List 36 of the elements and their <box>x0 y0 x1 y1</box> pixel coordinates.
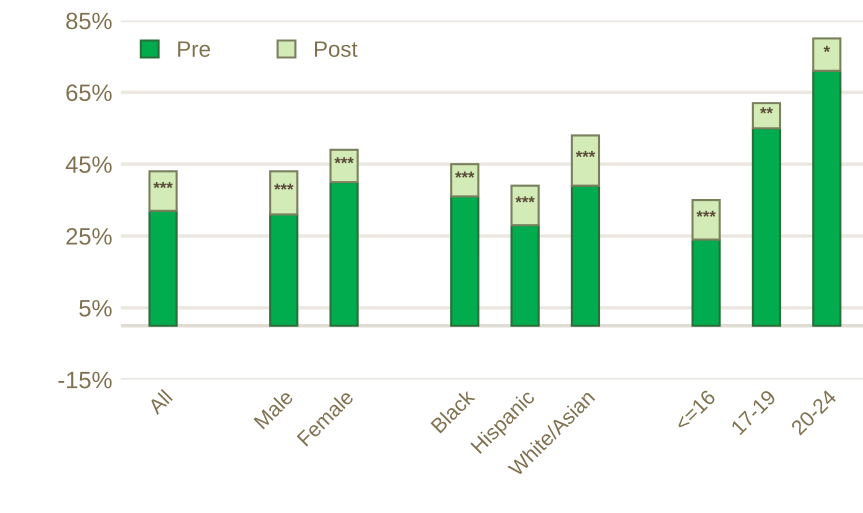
annotation: *** <box>515 196 535 203</box>
bar <box>570 134 600 187</box>
bar <box>510 184 540 226</box>
annotation: *** <box>576 150 596 158</box>
annotation: *** <box>455 172 474 178</box>
y-tick-label: 45% <box>66 156 112 173</box>
annotation: *** <box>274 184 294 190</box>
bar <box>329 148 359 184</box>
y-tick-label: 25% <box>66 228 112 245</box>
bar <box>812 37 842 72</box>
legend-label: Post <box>315 41 358 57</box>
annotation: ** <box>760 107 773 114</box>
bar <box>570 184 600 327</box>
bar <box>752 102 782 130</box>
y-tick-label: 65% <box>66 84 112 102</box>
bar <box>148 210 178 327</box>
legend-label: Pre <box>178 41 210 57</box>
y-tick-label: 5% <box>79 300 112 317</box>
annotation: * <box>824 46 830 52</box>
bar <box>450 195 480 327</box>
x-tick-label: All <box>146 388 173 415</box>
bar <box>148 170 178 212</box>
y-tick-label: -15% <box>58 372 112 388</box>
bar <box>510 224 540 327</box>
bar <box>269 213 298 327</box>
annotation: *** <box>334 157 354 164</box>
annotation: *** <box>696 210 716 217</box>
annotation: *** <box>153 182 173 188</box>
bar <box>329 181 359 327</box>
bar <box>691 199 721 241</box>
bar <box>450 163 480 198</box>
bar <box>269 170 298 216</box>
bar <box>812 70 842 327</box>
y-tick-label: 85% <box>66 12 112 30</box>
bar <box>752 127 782 327</box>
bar <box>691 238 721 327</box>
